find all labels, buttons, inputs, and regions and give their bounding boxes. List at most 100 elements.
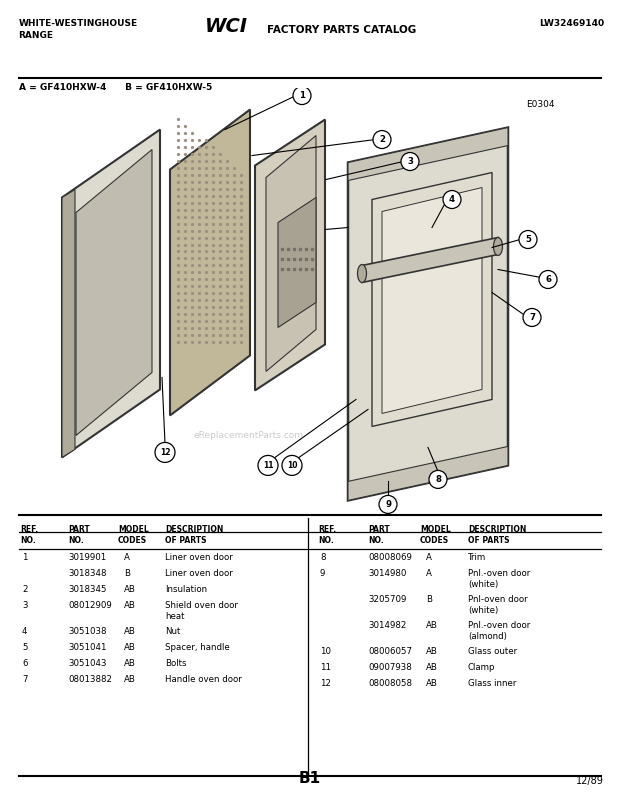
Text: eReplacementParts.com: eReplacementParts.com xyxy=(193,431,303,440)
Circle shape xyxy=(373,131,391,149)
Text: AB: AB xyxy=(426,678,438,688)
Text: 08006057: 08006057 xyxy=(368,646,412,656)
Polygon shape xyxy=(348,127,508,181)
Text: 1: 1 xyxy=(22,553,27,562)
Text: Pnl-oven door
(white): Pnl-oven door (white) xyxy=(468,595,528,615)
Text: 12: 12 xyxy=(320,678,331,688)
Text: 08008058: 08008058 xyxy=(368,678,412,688)
Text: AB: AB xyxy=(124,585,136,594)
Text: Glass outer: Glass outer xyxy=(468,646,517,656)
Polygon shape xyxy=(362,237,498,283)
Text: 3018345: 3018345 xyxy=(68,585,107,594)
Text: Insulation: Insulation xyxy=(165,585,207,594)
Text: 2: 2 xyxy=(379,135,385,144)
Text: 7: 7 xyxy=(22,675,27,684)
Text: Clamp: Clamp xyxy=(468,662,495,672)
Circle shape xyxy=(293,87,311,104)
Polygon shape xyxy=(76,150,152,435)
Text: B: B xyxy=(426,595,432,604)
Text: AB: AB xyxy=(124,627,136,636)
Text: 3019901: 3019901 xyxy=(68,553,106,562)
Polygon shape xyxy=(278,197,316,327)
Polygon shape xyxy=(62,189,75,458)
Text: MODEL
CODES: MODEL CODES xyxy=(420,525,451,545)
Text: LW32469140: LW32469140 xyxy=(539,19,604,28)
Text: A = GF410HXW-4      B = GF410HXW-5: A = GF410HXW-4 B = GF410HXW-5 xyxy=(19,83,212,92)
Text: 5: 5 xyxy=(525,235,531,244)
Text: 12/89: 12/89 xyxy=(576,776,604,786)
Text: Pnl.-oven door
(white): Pnl.-oven door (white) xyxy=(468,569,530,589)
Text: B: B xyxy=(124,569,130,578)
Text: 11: 11 xyxy=(320,662,331,672)
Text: A: A xyxy=(426,553,432,562)
Circle shape xyxy=(523,309,541,326)
Text: A: A xyxy=(124,553,130,562)
Text: B1: B1 xyxy=(299,771,321,786)
Polygon shape xyxy=(382,188,482,413)
Circle shape xyxy=(282,455,302,475)
Text: 8: 8 xyxy=(435,475,441,484)
Text: 10: 10 xyxy=(320,646,331,656)
Text: PART
NO.: PART NO. xyxy=(68,525,90,545)
Text: 3051041: 3051041 xyxy=(68,643,107,652)
Ellipse shape xyxy=(494,237,502,256)
Text: 1: 1 xyxy=(299,91,305,100)
Text: 08008069: 08008069 xyxy=(368,553,412,562)
Text: Handle oven door: Handle oven door xyxy=(165,675,242,684)
Text: 6: 6 xyxy=(22,659,27,668)
Polygon shape xyxy=(255,119,325,391)
Polygon shape xyxy=(348,447,508,501)
Circle shape xyxy=(429,470,447,489)
Text: 3: 3 xyxy=(22,601,27,610)
Text: 3014982: 3014982 xyxy=(368,621,406,630)
Text: AB: AB xyxy=(426,646,438,656)
Text: Spacer, handle: Spacer, handle xyxy=(165,643,230,652)
Text: Glass inner: Glass inner xyxy=(468,678,516,688)
Text: A: A xyxy=(426,569,432,578)
Text: 3: 3 xyxy=(407,157,413,166)
Polygon shape xyxy=(62,130,160,458)
Text: 3051043: 3051043 xyxy=(68,659,107,668)
Text: PART
NO.: PART NO. xyxy=(368,525,390,545)
Text: E0304: E0304 xyxy=(526,100,555,108)
Text: 3014980: 3014980 xyxy=(368,569,406,578)
Text: AB: AB xyxy=(124,675,136,684)
Text: AB: AB xyxy=(124,643,136,652)
Circle shape xyxy=(258,455,278,475)
Text: 2: 2 xyxy=(22,585,27,594)
Text: REF.
NO.: REF. NO. xyxy=(318,525,336,545)
Text: 3051038: 3051038 xyxy=(68,627,107,636)
Text: 4: 4 xyxy=(22,627,27,636)
Text: 6: 6 xyxy=(545,275,551,284)
Text: WHITE-WESTINGHOUSE
RANGE: WHITE-WESTINGHOUSE RANGE xyxy=(19,19,138,40)
Circle shape xyxy=(539,271,557,288)
Text: 08013882: 08013882 xyxy=(68,675,112,684)
Text: 09007938: 09007938 xyxy=(368,662,412,672)
Text: REF.
NO.: REF. NO. xyxy=(20,525,38,545)
Text: WCI: WCI xyxy=(205,18,247,36)
Polygon shape xyxy=(348,127,508,501)
Text: 7: 7 xyxy=(529,313,535,322)
Text: Liner oven door: Liner oven door xyxy=(165,569,232,578)
Circle shape xyxy=(401,153,419,170)
Polygon shape xyxy=(372,173,492,427)
Text: Bolts: Bolts xyxy=(165,659,187,668)
Text: AB: AB xyxy=(426,662,438,672)
Text: 08012909: 08012909 xyxy=(68,601,112,610)
Text: 9: 9 xyxy=(320,569,326,578)
Text: Nut: Nut xyxy=(165,627,180,636)
Text: 10: 10 xyxy=(286,461,297,470)
Text: FACTORY PARTS CATALOG: FACTORY PARTS CATALOG xyxy=(267,25,416,35)
Text: AB: AB xyxy=(124,659,136,668)
Text: 8: 8 xyxy=(320,553,326,562)
Ellipse shape xyxy=(358,264,366,283)
Circle shape xyxy=(519,231,537,248)
Text: Shield oven door
heat: Shield oven door heat xyxy=(165,601,238,621)
Circle shape xyxy=(379,495,397,513)
Polygon shape xyxy=(266,135,316,372)
Text: 4: 4 xyxy=(449,195,455,204)
Text: 5: 5 xyxy=(22,643,27,652)
Text: Pnl.-oven door
(almond): Pnl.-oven door (almond) xyxy=(468,621,530,641)
Circle shape xyxy=(155,443,175,462)
Text: Liner oven door: Liner oven door xyxy=(165,553,232,562)
